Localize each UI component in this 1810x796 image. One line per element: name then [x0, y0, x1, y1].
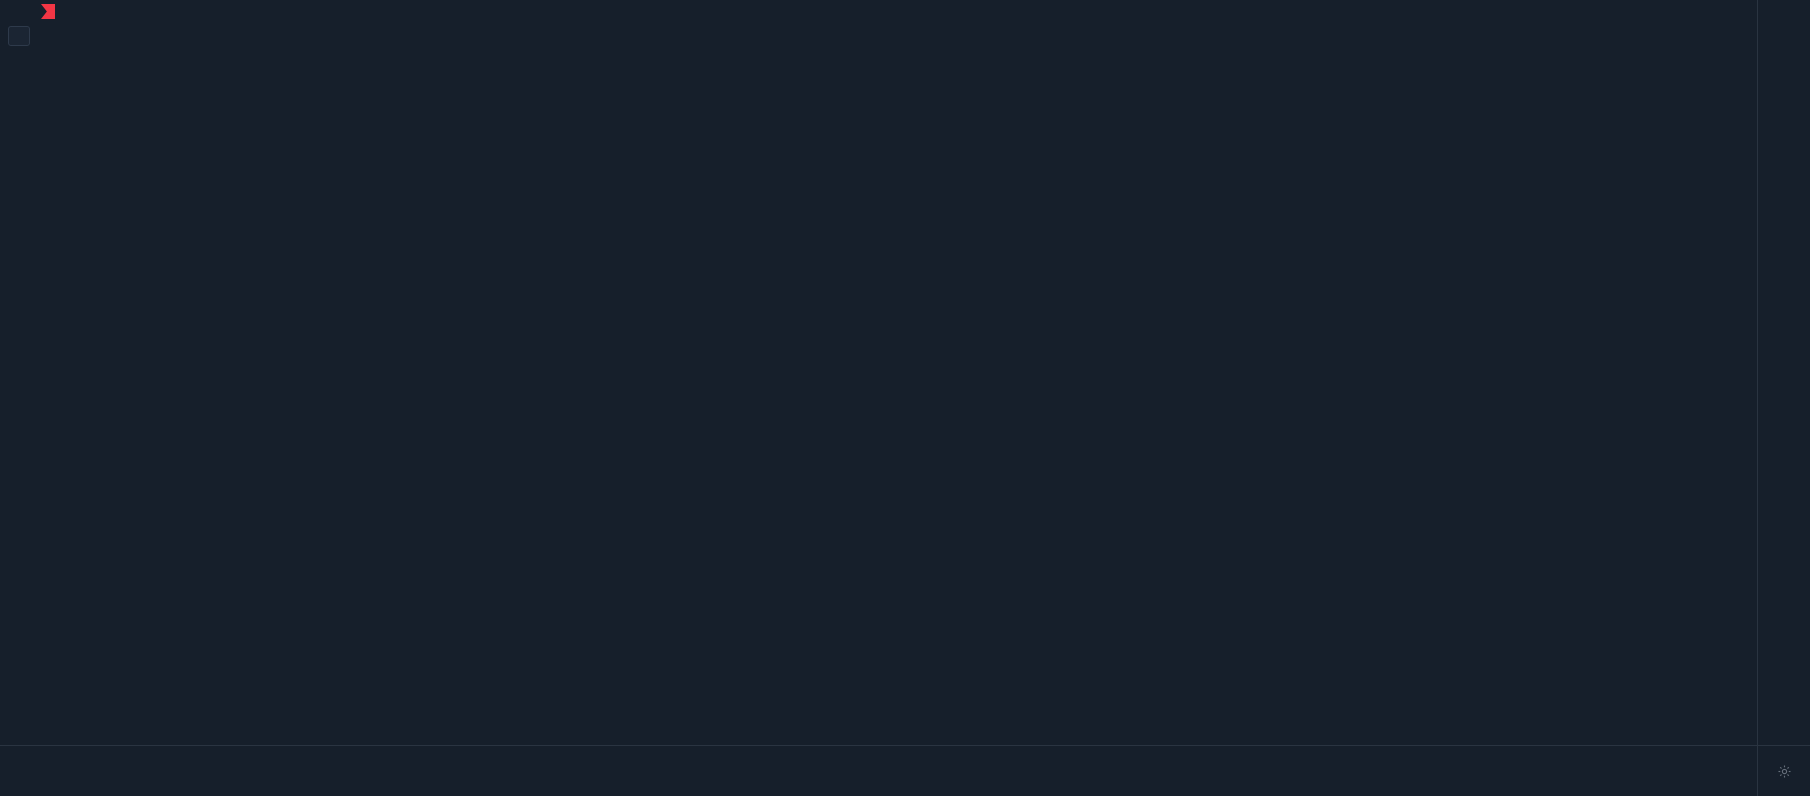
time-axis[interactable] — [0, 745, 1757, 796]
axis-settings-corner[interactable] — [1757, 745, 1810, 796]
gear-icon[interactable] — [1777, 764, 1792, 779]
red-flag-icon — [41, 4, 55, 19]
candlestick-canvas — [0, 0, 1757, 745]
legend-title-row[interactable] — [8, 4, 55, 19]
chart-legend — [8, 4, 55, 46]
indicator-count-badge[interactable] — [8, 26, 30, 46]
chart-plot-area[interactable] — [0, 0, 1757, 745]
price-axis[interactable] — [1757, 0, 1810, 745]
